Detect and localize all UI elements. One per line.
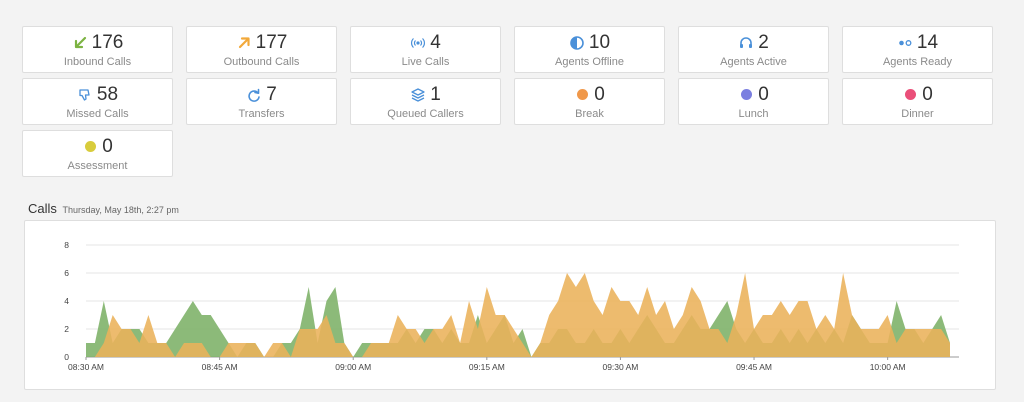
stat-card-dinner[interactable]: 0 Dinner bbox=[842, 78, 993, 125]
stat-card-outbound-calls[interactable]: 177 Outbound Calls bbox=[186, 26, 337, 73]
stat-label: Lunch bbox=[738, 107, 769, 120]
y-tick-label: 2 bbox=[64, 324, 69, 334]
stat-label: Agents Active bbox=[720, 55, 787, 68]
x-tick-label: 08:30 AM bbox=[68, 362, 104, 372]
y-tick-label: 8 bbox=[64, 240, 69, 250]
half-circle-icon bbox=[569, 35, 585, 51]
stat-value: 10 bbox=[588, 31, 611, 53]
stat-value: 7 bbox=[266, 83, 277, 105]
stat-card-break[interactable]: 0 Break bbox=[514, 78, 665, 125]
calls-subtitle: Thursday, May 18th, 2:27 pm bbox=[62, 205, 179, 215]
y-tick-label: 0 bbox=[64, 352, 69, 362]
redo-arrow-icon bbox=[246, 87, 262, 103]
headset-icon bbox=[738, 35, 754, 51]
stat-value: 177 bbox=[255, 31, 288, 53]
dots-icon bbox=[897, 35, 913, 51]
x-tick-label: 09:30 AM bbox=[602, 362, 638, 372]
stats-grid: 176 Inbound Calls 177 Outbound Calls 4 L… bbox=[22, 26, 993, 177]
stat-label: Inbound Calls bbox=[63, 55, 132, 68]
stat-value: 0 bbox=[758, 83, 769, 105]
stat-value: 2 bbox=[758, 31, 769, 53]
stat-label: Agents Ready bbox=[882, 55, 953, 68]
stat-card-transfers[interactable]: 7 Transfers bbox=[186, 78, 337, 125]
stat-card-agents-active[interactable]: 2 Agents Active bbox=[678, 26, 829, 73]
stat-label: Queued Callers bbox=[387, 107, 464, 120]
stat-card-assessment[interactable]: 0 Assessment bbox=[22, 130, 173, 177]
stat-card-agents-ready[interactable]: 14 Agents Ready bbox=[842, 26, 993, 73]
stat-value: 0 bbox=[594, 83, 605, 105]
x-tick-label: 09:15 AM bbox=[469, 362, 505, 372]
stat-card-missed-calls[interactable]: 58 Missed Calls bbox=[22, 78, 173, 125]
dot-icon bbox=[902, 87, 918, 103]
stat-label: Assessment bbox=[67, 159, 128, 172]
stat-card-agents-offline[interactable]: 10 Agents Offline bbox=[514, 26, 665, 73]
calls-title: Calls bbox=[28, 201, 57, 216]
dot-icon bbox=[82, 139, 98, 155]
calls-header: Calls Thursday, May 18th, 2:27 pm bbox=[28, 201, 179, 216]
y-tick-label: 6 bbox=[64, 268, 69, 278]
calls-chart-panel: 0 2 4 6 8 08:30 AM 08:45 AM 09:00 AM 09:15 AM 09:… bbox=[24, 220, 996, 390]
thumbs-down-icon bbox=[77, 87, 93, 103]
stat-label: Dinner bbox=[901, 107, 934, 120]
area-series-1 bbox=[86, 273, 950, 357]
stat-value: 176 bbox=[91, 31, 124, 53]
x-tick-label: 08:45 AM bbox=[202, 362, 238, 372]
stat-value: 14 bbox=[916, 31, 939, 53]
stat-label: Live Calls bbox=[401, 55, 450, 68]
stat-card-inbound-calls[interactable]: 176 Inbound Calls bbox=[22, 26, 173, 73]
stat-value: 0 bbox=[102, 135, 113, 157]
stat-card-lunch[interactable]: 0 Lunch bbox=[678, 78, 829, 125]
x-tick-label: 10:00 AM bbox=[870, 362, 906, 372]
stat-label: Agents Offline bbox=[555, 55, 624, 68]
layers-icon bbox=[410, 87, 426, 103]
broadcast-icon bbox=[410, 35, 426, 51]
inbound-call-icon bbox=[72, 35, 88, 51]
stat-value: 58 bbox=[96, 83, 119, 105]
x-tick-label: 09:00 AM bbox=[335, 362, 371, 372]
stat-label: Break bbox=[575, 107, 604, 120]
stat-label: Transfers bbox=[238, 107, 285, 120]
stat-value: 4 bbox=[430, 31, 441, 53]
stat-value: 0 bbox=[922, 83, 933, 105]
stat-label: Outbound Calls bbox=[223, 55, 300, 68]
stat-value: 1 bbox=[430, 83, 441, 105]
outbound-call-icon bbox=[236, 35, 252, 51]
x-tick-label: 09:45 AM bbox=[736, 362, 772, 372]
stat-card-queued-callers[interactable]: 1 Queued Callers bbox=[350, 78, 501, 125]
calls-chart: 0 2 4 6 8 08:30 AM 08:45 AM 09:00 AM 09:15 AM 09:… bbox=[64, 240, 959, 372]
stat-card-live-calls[interactable]: 4 Live Calls bbox=[350, 26, 501, 73]
stat-label: Missed Calls bbox=[66, 107, 129, 120]
y-tick-label: 4 bbox=[64, 296, 69, 306]
dot-icon bbox=[738, 87, 754, 103]
dot-icon bbox=[574, 87, 590, 103]
